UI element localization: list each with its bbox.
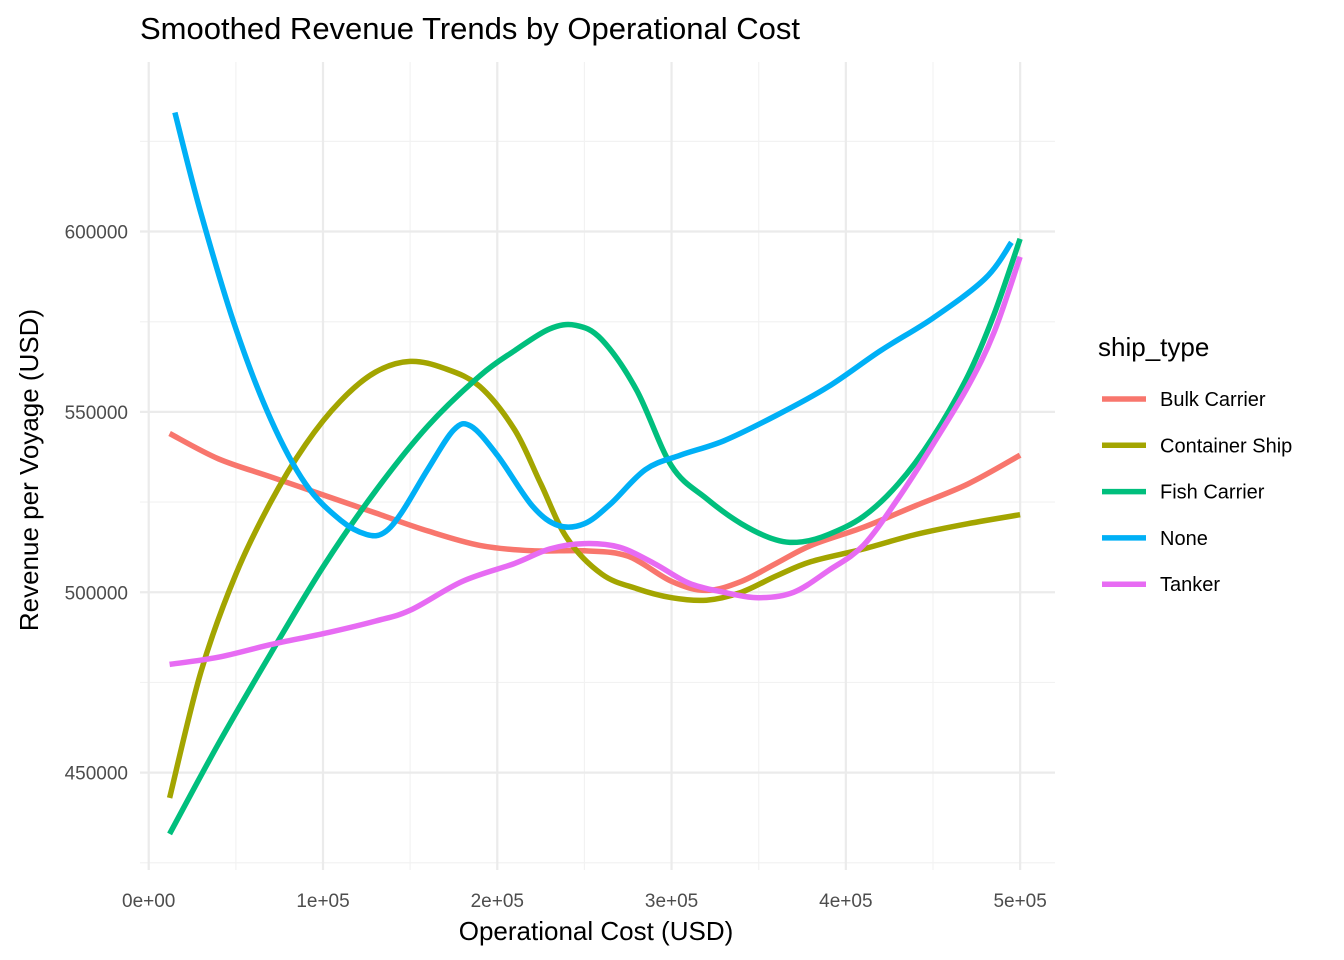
x-axis-ticks: 0e+00 1e+05 2e+05 3e+05 4e+05 5e+05 xyxy=(122,891,1047,912)
y-axis-title: Revenue per Voyage (USD) xyxy=(14,309,44,631)
series-line-fish-carrier xyxy=(167,237,1023,836)
legend-title: ship_type xyxy=(1098,332,1209,362)
legend-label-tanker: Tanker xyxy=(1160,574,1220,596)
x-tick-label: 2e+05 xyxy=(471,891,524,912)
y-tick-label: 600000 xyxy=(65,223,128,244)
plot-area xyxy=(166,111,1023,836)
legend-label-none: None xyxy=(1160,528,1208,550)
series-line-bulk-carrier xyxy=(168,431,1022,594)
series-line-tanker xyxy=(169,255,1023,668)
y-tick-label: 450000 xyxy=(65,764,128,785)
legend-label-container-ship: Container Ship xyxy=(1160,435,1292,457)
y-tick-label: 500000 xyxy=(65,583,128,604)
x-axis-title: Operational Cost (USD) xyxy=(459,916,734,946)
y-tick-label: 550000 xyxy=(65,403,128,424)
legend-label-bulk-carrier: Bulk Carrier xyxy=(1160,389,1266,411)
series-line-container-ship xyxy=(166,358,1021,799)
y-axis-ticks: 450000 500000 550000 600000 xyxy=(65,223,128,785)
x-tick-label: 1e+05 xyxy=(296,891,349,912)
legend-label-fish-carrier: Fish Carrier xyxy=(1160,482,1265,504)
legend: ship_type Bulk Carrier Container Ship Fish… xyxy=(1098,332,1292,596)
series-line-none xyxy=(172,111,1014,539)
chart-title: Smoothed Revenue Trends by Operational C… xyxy=(140,11,800,46)
x-tick-label: 3e+05 xyxy=(645,891,698,912)
x-tick-label: 0e+00 xyxy=(122,891,175,912)
x-tick-label: 4e+05 xyxy=(819,891,872,912)
x-tick-label: 5e+05 xyxy=(993,891,1046,912)
